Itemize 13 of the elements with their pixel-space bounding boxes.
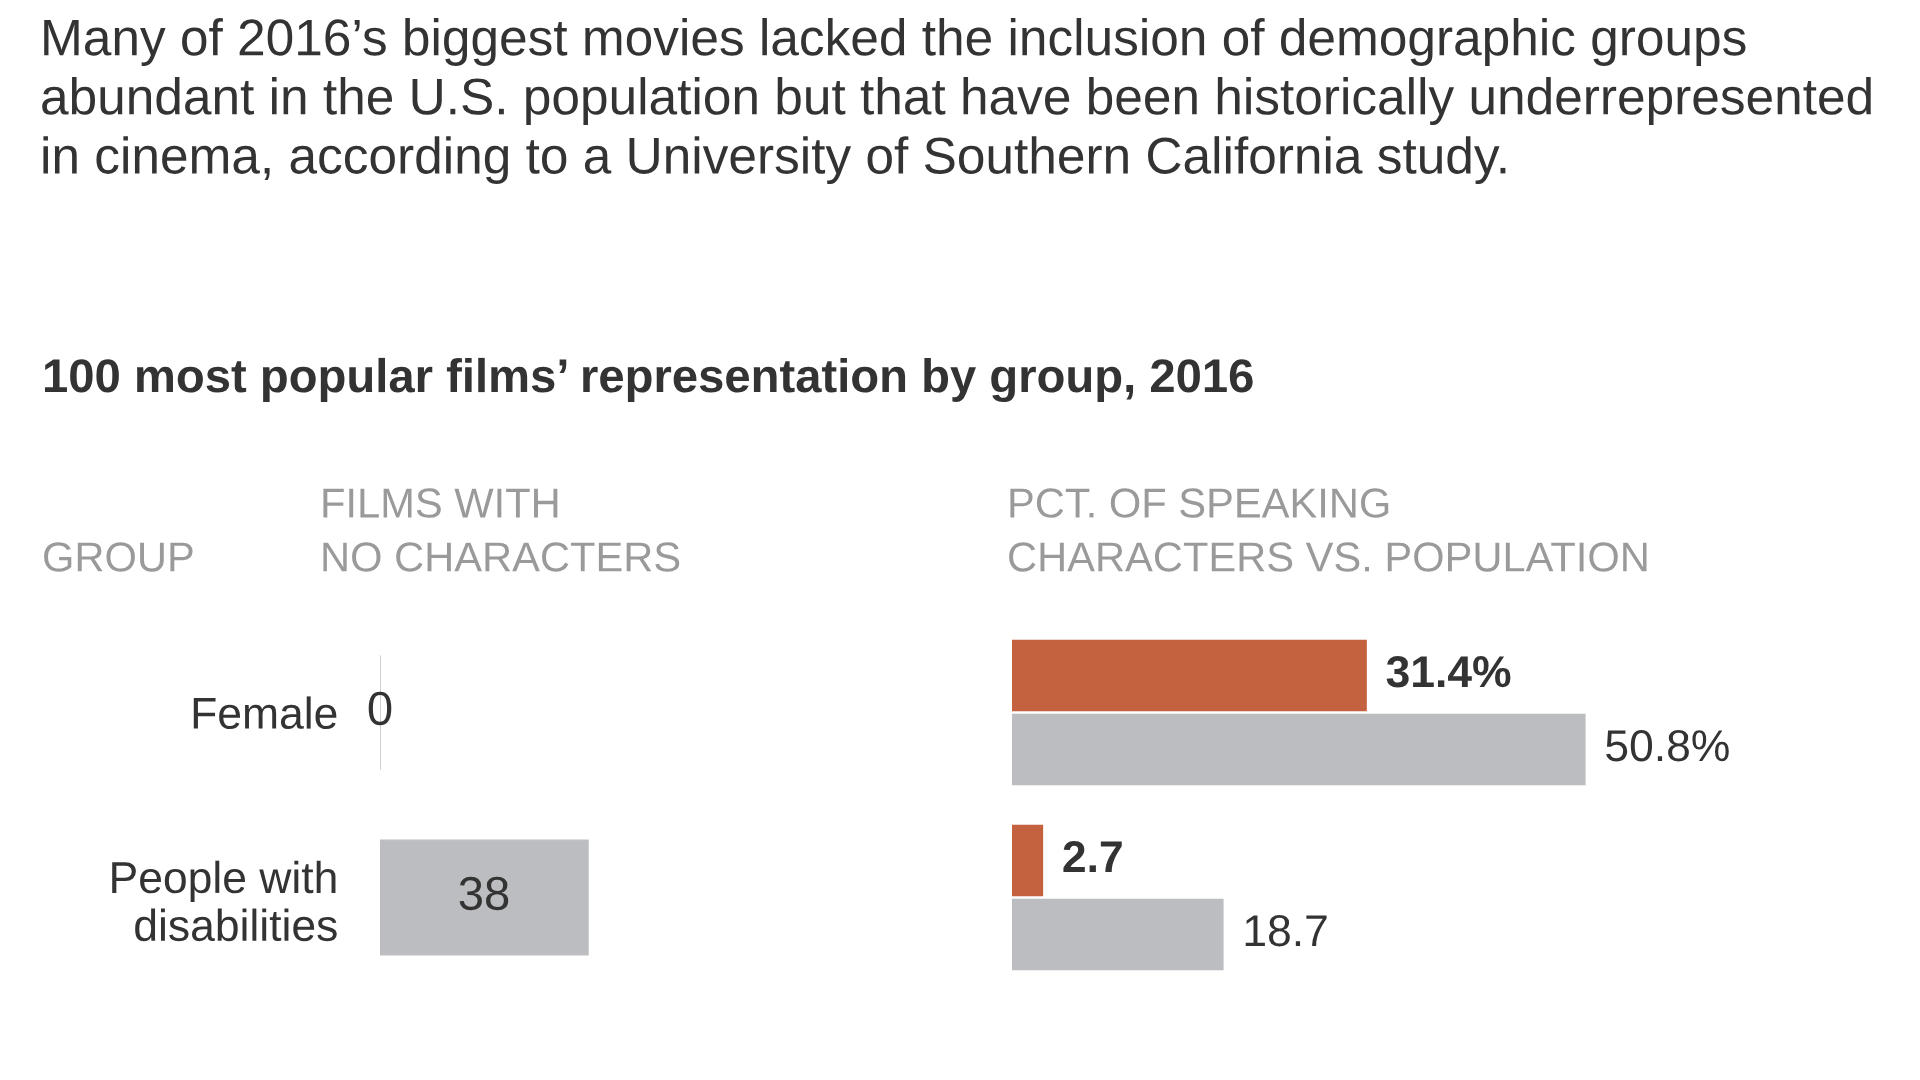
y-tick-label: Female: [193, 696, 337, 730]
data-label: 31.4%: [1386, 655, 1511, 688]
x-axis-title: FILMS WITH NO CHARACTERS: [323, 488, 680, 572]
x-axis-title: PCT. OF SPEAKING CHARACTERS VS. POPULATION: [1009, 488, 1647, 572]
data-label: 18.7: [1245, 914, 1327, 947]
chart-title: 100 most popular films’ representation by group, 2016: [44, 357, 1253, 403]
text: Many of 2016’s biggest movies lacked the inclusion of demographic groups abundant in the U.S. population but that have been historically underrepresented in cinema, according to a University of Southern California study.: [42, 18, 1871, 185]
data-label: 0: [368, 691, 392, 726]
data-label: 2.7: [1063, 840, 1122, 872]
y-axis-title: GROUP: [44, 542, 193, 572]
data-label: 50.8%: [1606, 729, 1729, 762]
y-tick-label: People with disabilities: [112, 860, 337, 942]
data-label: 38: [459, 876, 509, 911]
